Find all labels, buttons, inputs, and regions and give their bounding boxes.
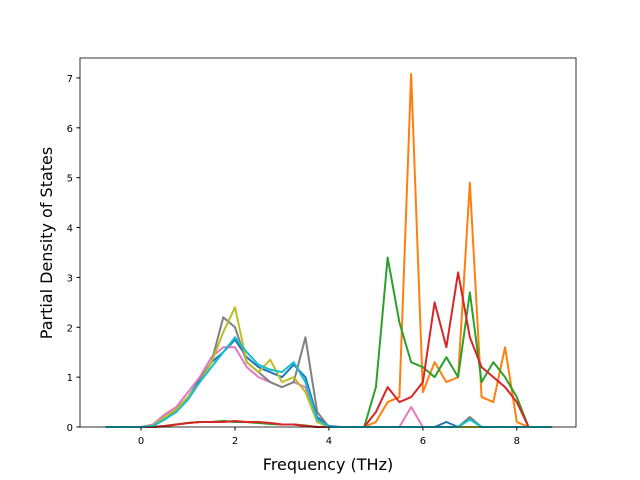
y-tick-label: 2 [67,323,73,334]
y-tick-label: 7 [67,74,73,85]
series-line [105,256,553,428]
series-line [105,316,553,428]
y-tick-label: 1 [67,373,73,384]
y-axis-label: Partial Density of States [37,147,56,339]
series-line [105,336,553,428]
plot-frame [79,57,577,428]
x-axis-label: Frequency (THz) [263,455,393,474]
y-tick-label: 4 [67,224,73,235]
series-line [105,72,553,428]
y-tick-label: 5 [67,174,73,185]
series-line [105,271,553,428]
x-tick-label: 6 [420,436,426,447]
x-tick-label: 2 [232,436,238,447]
y-tick-label: 0 [67,423,73,434]
x-tick-label: 0 [138,436,144,447]
y-tick-label: 6 [67,124,73,135]
x-tick-label: 4 [326,436,332,447]
x-tick-label: 8 [514,436,520,447]
y-tick-label: 3 [67,273,73,284]
